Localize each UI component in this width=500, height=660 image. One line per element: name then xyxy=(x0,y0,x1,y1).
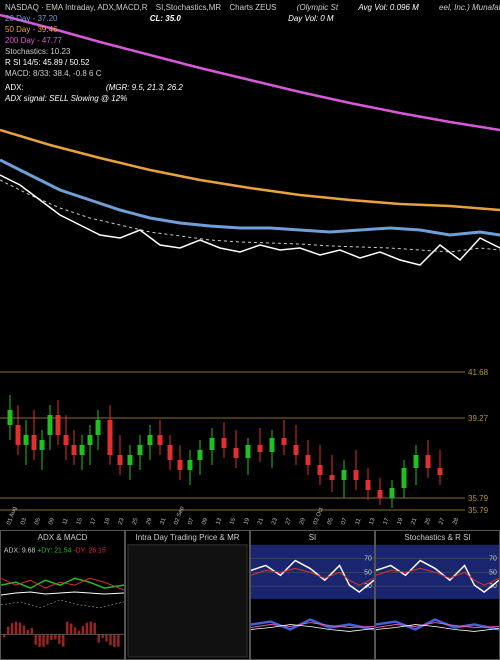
svg-text:70: 70 xyxy=(364,556,372,563)
hdr-avg: Avg Vol: 0.096 M xyxy=(358,3,418,12)
rsi-label: R SI 14/5: 45.89 / 50.52 xyxy=(5,58,90,67)
svg-text:41.68: 41.68 xyxy=(468,368,489,377)
candlestick-chart: 41.6839.2735.7935.79 01 Aug0305091115171… xyxy=(0,350,500,530)
adx-macd-panel: ADX & MACD ADX: 9.68 +DY: 21.54 -DY: 26.… xyxy=(0,530,125,660)
svg-text:50: 50 xyxy=(364,569,372,576)
intra-title: Intra Day Trading Price & MR xyxy=(135,533,239,542)
close-label: CL: 35.0 xyxy=(150,14,181,23)
hdr-left: NASDAQ · EMA Intraday, ADX,MACD,R xyxy=(5,3,148,12)
ma200-label: 200 Day - 47.77 xyxy=(5,36,62,45)
svg-text:35.79: 35.79 xyxy=(468,506,489,515)
si-title: SI xyxy=(309,533,317,542)
adx-values: ADX: 9.68 +DY: 21.54 -DY: 26.15 xyxy=(4,548,106,555)
chart-container: NASDAQ · EMA Intraday, ADX,MACD,R SI,Sto… xyxy=(0,0,500,660)
adx-title: ADX & MACD xyxy=(38,533,88,542)
hdr-src: eel, Inc.) Munafafutra.com xyxy=(439,3,500,12)
macd-label: MACD: 8/33: 38.4, -0.8 6 C xyxy=(5,69,102,78)
mgr-label: (MGR: 9.5, 21.3, 26.2 xyxy=(106,83,183,92)
header-info: NASDAQ · EMA Intraday, ADX,MACD,R SI,Sto… xyxy=(5,2,495,104)
svg-text:39.27: 39.27 xyxy=(468,414,489,423)
adx-label: ADX: xyxy=(5,83,24,92)
hdr-mid: SI,Stochastics,MR xyxy=(156,3,221,12)
intraday-panel: Intra Day Trading Price & MR xyxy=(125,530,250,660)
dayvol-label: Day Vol: 0 M xyxy=(288,14,334,23)
svg-text:35.79: 35.79 xyxy=(468,494,489,503)
ma20-label: 20 Day - 37.20 xyxy=(5,14,57,23)
adx-signal: ADX signal: SELL Slowing @ 12% xyxy=(5,94,127,103)
ma50-label: 50 Day - 39.46 xyxy=(5,25,57,34)
stoch-label: Stochastics: 10.23 xyxy=(5,47,70,56)
si-panel: SI 70 50 30 xyxy=(250,530,375,660)
hdr-charts: Charts ZEUS xyxy=(229,3,276,12)
indicator-panels: ADX & MACD ADX: 9.68 +DY: 21.54 -DY: 26.… xyxy=(0,530,500,660)
svg-text:70: 70 xyxy=(489,556,497,563)
hdr-name: (Olympic St xyxy=(297,3,338,12)
svg-text:50: 50 xyxy=(489,569,497,576)
stochastics-panel: Stochastics & R SI 70 50 30 xyxy=(375,530,500,660)
stoch-title: Stochastics & R SI xyxy=(404,533,470,542)
